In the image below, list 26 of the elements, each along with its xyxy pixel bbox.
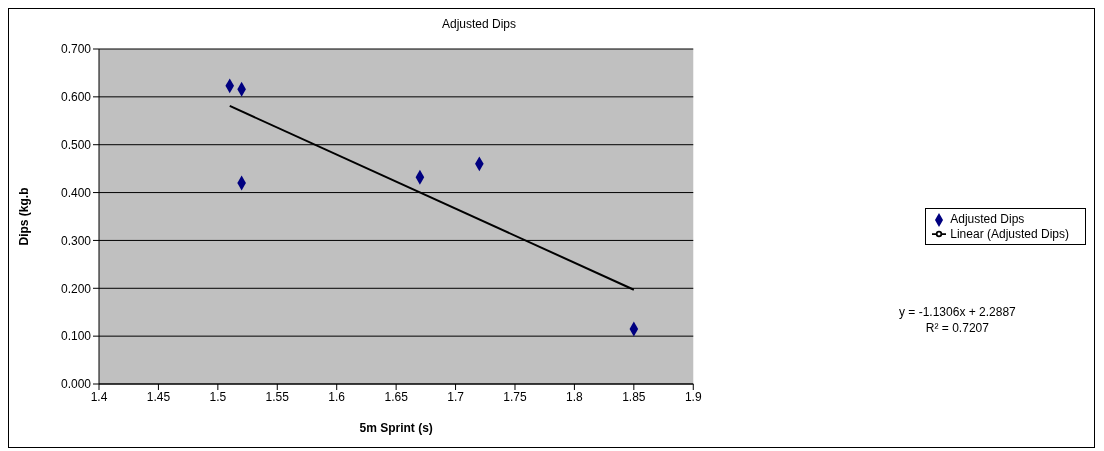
x-tick-label: 1.55 xyxy=(265,389,290,404)
legend-label: Adjusted Dips xyxy=(950,211,1025,226)
x-tick-label: 1.5 xyxy=(209,389,227,404)
y-tick-label: 0.100 xyxy=(60,329,92,344)
x-tick-label: 1.75 xyxy=(503,389,527,404)
x-tick-label: 1.6 xyxy=(328,389,346,404)
y-tick-label: 0.200 xyxy=(60,281,92,296)
x-tick-label: 1.9 xyxy=(684,389,702,404)
y-tick-label: 0.400 xyxy=(60,185,92,200)
x-tick-label: 1.7 xyxy=(447,389,465,404)
y-tick-label: 0.500 xyxy=(60,137,92,152)
x-tick-label: 1.8 xyxy=(566,389,584,404)
x-axis-title: 5m Sprint (s) xyxy=(359,421,433,435)
y-tick-label: 0.300 xyxy=(60,233,92,248)
x-tick-label: 1.45 xyxy=(146,389,171,404)
x-tick-label: 1.4 xyxy=(90,389,108,404)
y-tick-label: 0.700 xyxy=(60,42,92,57)
chart-title: Adjusted Dips xyxy=(440,17,517,31)
x-tick-label: 1.65 xyxy=(384,389,409,404)
y-tick-label: 0.600 xyxy=(60,90,92,105)
y-tick-label: 0.000 xyxy=(60,377,92,392)
text: R² = 0.7207 xyxy=(924,320,990,336)
text: y = -1.1306x + 2.2887 xyxy=(899,304,1016,320)
y-axis-title: Dips (kg.b xyxy=(17,187,32,246)
x-tick-label: 1.85 xyxy=(622,389,646,404)
legend-label: Linear (Adjusted Dips) xyxy=(950,226,1069,241)
